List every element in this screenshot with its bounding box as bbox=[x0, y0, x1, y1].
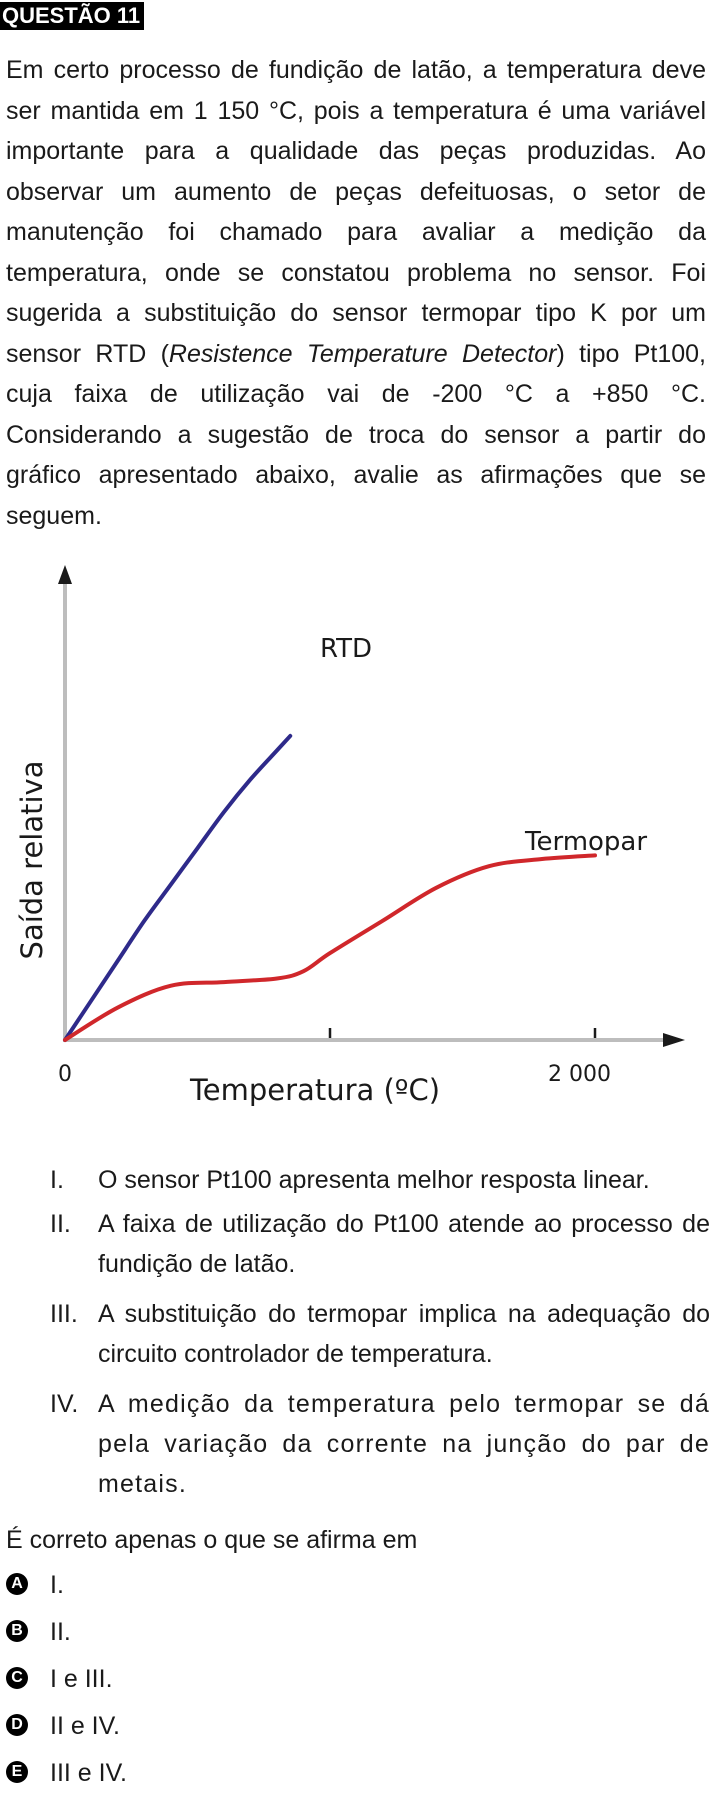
x-tick-label: 2 000 bbox=[548, 1062, 611, 1087]
y-axis-arrow bbox=[58, 565, 72, 584]
series-label-termopar: Termopar bbox=[524, 827, 647, 857]
alternative-text: I e III. bbox=[50, 1665, 113, 1693]
alternative-text: II e IV. bbox=[50, 1712, 120, 1740]
alternative-c[interactable]: C I e III. bbox=[0, 1659, 717, 1699]
item-text: A faixa de utilização do Pt100 atende ao… bbox=[98, 1210, 710, 1278]
chart-axes bbox=[58, 565, 685, 1047]
item-number: I. bbox=[50, 1166, 64, 1194]
statement-text-2: ) tipo Pt100, cuja faixa de utilização v… bbox=[6, 339, 706, 530]
alternative-letter-badge: D bbox=[6, 1714, 28, 1736]
item-number: IV. bbox=[50, 1390, 79, 1418]
alternative-b[interactable]: B II. bbox=[0, 1612, 717, 1652]
item-number: III. bbox=[50, 1300, 78, 1328]
statement-text-1: Em certo processo de fundição de latão, … bbox=[6, 56, 706, 368]
statement-italic-term: Resistence Temperature Detector bbox=[168, 339, 557, 368]
alternative-e[interactable]: E III e IV. bbox=[0, 1753, 717, 1793]
alternative-d[interactable]: D II e IV. bbox=[0, 1706, 717, 1746]
series-line-termopar bbox=[63, 853, 597, 1042]
item-text: O sensor Pt100 apresenta melhor resposta… bbox=[98, 1166, 650, 1194]
alternative-a[interactable]: A I. bbox=[0, 1565, 717, 1605]
alternative-letter-badge: A bbox=[6, 1573, 28, 1595]
item-text: A substituição do termopar implica na ad… bbox=[98, 1300, 710, 1368]
question-prompt: É correto apenas o que se afirma em bbox=[6, 1526, 418, 1554]
x-axis-label: Temperatura (ºC) bbox=[189, 1073, 440, 1107]
temperature-response-chart: RTD Termopar 0 2 000 Temperatura (ºC) Saída r… bbox=[15, 565, 685, 1107]
alternative-letter-badge: E bbox=[6, 1761, 28, 1783]
question-statement: Em certo processo de fundição de latão, … bbox=[6, 50, 706, 536]
alternative-text: III e IV. bbox=[50, 1759, 127, 1787]
x-axis-arrow bbox=[663, 1033, 685, 1047]
alternative-text: II. bbox=[50, 1618, 71, 1646]
series-label-rtd: RTD bbox=[320, 634, 372, 664]
question-header: QUESTÃO 11 bbox=[0, 2, 145, 30]
item-number: II. bbox=[50, 1210, 71, 1238]
alternative-letter-badge: C bbox=[6, 1667, 28, 1689]
alternative-letter-badge: B bbox=[6, 1620, 28, 1642]
series-line-rtd bbox=[63, 733, 293, 1042]
alternative-text: I. bbox=[50, 1571, 64, 1599]
x-tick-label: 0 bbox=[58, 1062, 72, 1087]
y-axis-label: Saída relativa bbox=[15, 761, 49, 960]
item-text: A medição da temperatura pelo termopar s… bbox=[98, 1390, 710, 1498]
